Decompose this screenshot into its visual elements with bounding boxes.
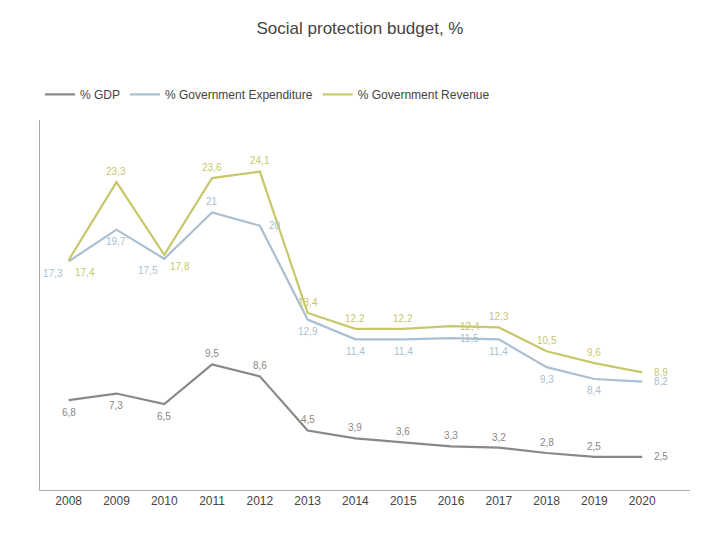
svg-text:23,6: 23,6	[202, 162, 222, 173]
svg-text:13,4: 13,4	[298, 297, 318, 308]
svg-text:8,9: 8,9	[654, 367, 668, 378]
svg-text:2,5: 2,5	[587, 441, 601, 452]
svg-text:3,6: 3,6	[396, 426, 410, 437]
svg-text:6,5: 6,5	[157, 411, 171, 422]
svg-text:9,3: 9,3	[540, 374, 554, 385]
svg-text:10,5: 10,5	[537, 335, 557, 346]
svg-text:12,2: 12,2	[345, 313, 365, 324]
svg-text:12,3: 12,3	[489, 311, 509, 322]
svg-text:% Government Expenditure: % Government Expenditure	[165, 88, 313, 102]
svg-text:23,3: 23,3	[106, 166, 126, 177]
svg-text:2,8: 2,8	[540, 437, 554, 448]
svg-text:11,5: 11,5	[460, 333, 479, 344]
svg-text:11,4: 11,4	[394, 346, 413, 357]
svg-text:2015: 2015	[390, 494, 417, 508]
svg-text:21: 21	[206, 196, 218, 207]
svg-text:2013: 2013	[294, 494, 321, 508]
svg-text:17,4: 17,4	[75, 267, 95, 278]
svg-text:8,6: 8,6	[253, 360, 267, 371]
svg-text:9,5: 9,5	[205, 348, 219, 359]
svg-text:2018: 2018	[533, 494, 560, 508]
svg-text:8,2: 8,2	[654, 376, 668, 387]
svg-text:2020: 2020	[629, 494, 656, 508]
svg-text:2010: 2010	[151, 494, 178, 508]
svg-text:12,2: 12,2	[393, 313, 413, 324]
svg-text:3,9: 3,9	[348, 422, 362, 433]
svg-text:2017: 2017	[485, 494, 512, 508]
svg-text:3,2: 3,2	[492, 432, 506, 443]
svg-text:3,3: 3,3	[444, 430, 458, 441]
svg-text:11,4: 11,4	[489, 346, 508, 357]
svg-text:% Government Revenue: % Government Revenue	[358, 88, 490, 102]
svg-text:20: 20	[269, 220, 281, 231]
svg-text:2016: 2016	[438, 494, 465, 508]
svg-text:9,6: 9,6	[587, 347, 601, 358]
svg-text:2019: 2019	[581, 494, 608, 508]
svg-text:2008: 2008	[55, 494, 82, 508]
svg-text:2011: 2011	[199, 494, 225, 508]
svg-text:7,3: 7,3	[109, 400, 123, 411]
svg-text:24,1: 24,1	[250, 155, 270, 166]
svg-text:6,8: 6,8	[62, 407, 76, 418]
svg-text:2009: 2009	[103, 494, 130, 508]
svg-text:2,5: 2,5	[654, 451, 668, 462]
svg-text:17,8: 17,8	[170, 261, 190, 272]
svg-text:17,3: 17,3	[43, 268, 63, 279]
svg-text:2012: 2012	[246, 494, 273, 508]
svg-text:17,5: 17,5	[138, 265, 158, 276]
svg-text:12,9: 12,9	[298, 326, 318, 337]
svg-text:12,4: 12,4	[460, 321, 480, 332]
svg-text:11,4: 11,4	[346, 346, 365, 357]
svg-text:% GDP: % GDP	[80, 88, 120, 102]
svg-text:19,7: 19,7	[106, 236, 126, 247]
svg-text:4,5: 4,5	[301, 414, 315, 425]
svg-text:8,4: 8,4	[587, 385, 601, 396]
svg-text:Social protection budget, %: Social protection budget, %	[257, 19, 464, 38]
svg-text:2014: 2014	[342, 494, 369, 508]
